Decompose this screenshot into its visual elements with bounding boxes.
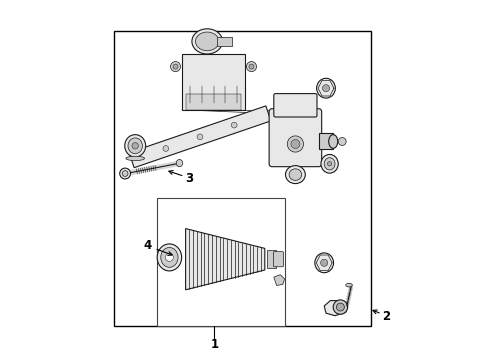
Bar xyxy=(114,31,371,326)
Ellipse shape xyxy=(132,143,139,149)
Ellipse shape xyxy=(246,62,257,72)
Text: 3: 3 xyxy=(185,172,193,185)
Ellipse shape xyxy=(317,78,335,98)
Ellipse shape xyxy=(196,32,219,51)
Text: 4: 4 xyxy=(143,239,151,252)
Ellipse shape xyxy=(291,139,300,148)
Ellipse shape xyxy=(125,135,146,157)
Ellipse shape xyxy=(287,136,303,152)
Polygon shape xyxy=(186,229,265,290)
Ellipse shape xyxy=(171,62,180,72)
Text: 2: 2 xyxy=(382,310,391,323)
Ellipse shape xyxy=(327,162,332,166)
Ellipse shape xyxy=(126,156,145,161)
Polygon shape xyxy=(129,106,271,168)
Ellipse shape xyxy=(128,138,143,154)
Polygon shape xyxy=(274,275,285,285)
Ellipse shape xyxy=(122,171,128,176)
Polygon shape xyxy=(324,301,347,316)
Ellipse shape xyxy=(176,159,183,167)
Ellipse shape xyxy=(120,168,130,179)
Ellipse shape xyxy=(324,158,335,170)
FancyBboxPatch shape xyxy=(182,54,245,110)
Bar xyxy=(217,37,232,46)
Bar xyxy=(186,94,242,110)
FancyBboxPatch shape xyxy=(269,109,321,167)
Ellipse shape xyxy=(173,64,178,69)
Ellipse shape xyxy=(338,138,346,145)
Ellipse shape xyxy=(322,85,330,92)
Bar xyxy=(157,198,285,326)
Ellipse shape xyxy=(197,134,203,140)
FancyBboxPatch shape xyxy=(273,252,284,267)
Ellipse shape xyxy=(346,283,352,287)
Ellipse shape xyxy=(321,154,338,173)
Ellipse shape xyxy=(249,64,254,69)
Ellipse shape xyxy=(289,169,302,180)
Ellipse shape xyxy=(333,300,347,314)
Ellipse shape xyxy=(157,244,182,271)
Ellipse shape xyxy=(329,135,338,148)
Ellipse shape xyxy=(315,253,334,273)
Ellipse shape xyxy=(286,166,305,184)
Ellipse shape xyxy=(337,303,344,311)
Ellipse shape xyxy=(163,146,169,152)
Ellipse shape xyxy=(166,253,173,261)
Ellipse shape xyxy=(192,29,222,54)
Bar xyxy=(267,250,275,268)
Ellipse shape xyxy=(231,122,237,128)
FancyBboxPatch shape xyxy=(274,94,317,117)
Text: 1: 1 xyxy=(210,338,219,351)
Ellipse shape xyxy=(320,259,328,266)
Ellipse shape xyxy=(161,248,178,267)
Bar xyxy=(319,133,333,149)
